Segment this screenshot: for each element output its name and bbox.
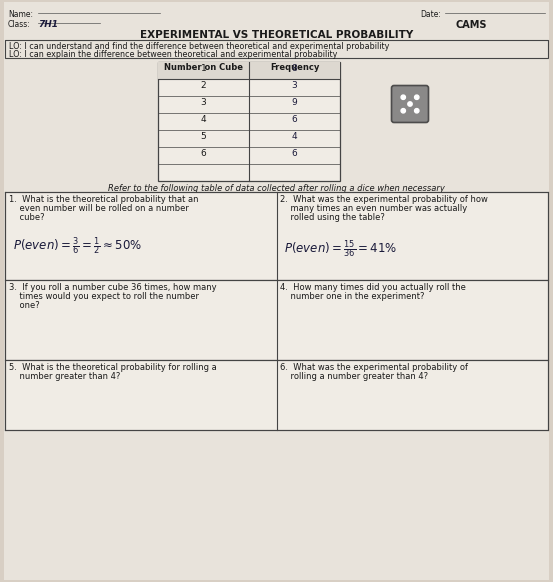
Text: cube?: cube?	[9, 213, 45, 222]
Text: 3: 3	[201, 98, 206, 107]
Text: 7H1: 7H1	[38, 20, 58, 29]
Text: CAMS: CAMS	[455, 20, 487, 30]
Text: Number on Cube: Number on Cube	[164, 63, 243, 72]
Text: many times an even number was actually: many times an even number was actually	[280, 204, 468, 213]
Text: 8: 8	[291, 64, 298, 73]
Text: 4.  How many times did you actually roll the: 4. How many times did you actually roll …	[280, 283, 466, 292]
Bar	[158, 62, 340, 79]
Text: even number will be rolled on a number: even number will be rolled on a number	[9, 204, 189, 213]
Text: $P(even) = \frac{15}{36} = 41\%$: $P(even) = \frac{15}{36} = 41\%$	[284, 238, 398, 260]
Text: number one in the experiment?: number one in the experiment?	[280, 292, 425, 301]
Text: Class:: Class:	[8, 20, 31, 29]
Text: 3: 3	[291, 81, 298, 90]
Circle shape	[401, 95, 405, 100]
Circle shape	[415, 109, 419, 113]
Text: Name:: Name:	[8, 10, 33, 19]
Text: 6: 6	[291, 115, 298, 124]
Text: 1: 1	[201, 64, 206, 73]
Bar	[5, 40, 548, 58]
Text: one?: one?	[9, 301, 40, 310]
FancyBboxPatch shape	[392, 86, 429, 122]
Text: Frequency: Frequency	[270, 63, 319, 72]
Circle shape	[408, 102, 412, 106]
Text: 9: 9	[291, 98, 298, 107]
Text: times would you expect to roll the number: times would you expect to roll the numbe…	[9, 292, 199, 301]
Text: LO: I can understand and find the difference between theoretical and experimenta: LO: I can understand and find the differ…	[9, 42, 389, 51]
Text: 1.  What is the theoretical probability that an: 1. What is the theoretical probability t…	[9, 195, 199, 204]
Text: 6: 6	[201, 149, 206, 158]
Text: 6.  What was the experimental probability of: 6. What was the experimental probability…	[280, 363, 468, 372]
Bar	[5, 192, 548, 280]
Text: $P(even) = \frac{3}{6} = \frac{1}{2} \approx 50\%$: $P(even) = \frac{3}{6} = \frac{1}{2} \ap…	[13, 235, 142, 257]
Bar	[5, 360, 548, 430]
Text: Refer to the following table of data collected after rolling a dice when necessa: Refer to the following table of data col…	[108, 184, 445, 193]
Text: rolled using the table?: rolled using the table?	[280, 213, 385, 222]
Text: number greater than 4?: number greater than 4?	[9, 372, 121, 381]
Text: 2: 2	[201, 81, 206, 90]
Circle shape	[415, 95, 419, 100]
Text: Date:: Date:	[420, 10, 441, 19]
Text: 4: 4	[201, 115, 206, 124]
Text: 3.  If you roll a number cube 36 times, how many: 3. If you roll a number cube 36 times, h…	[9, 283, 217, 292]
Text: 5: 5	[201, 132, 206, 141]
Text: EXPERIMENTAL VS THEORETICAL PROBABILITY: EXPERIMENTAL VS THEORETICAL PROBABILITY	[140, 30, 413, 40]
Text: 4: 4	[291, 132, 298, 141]
Text: LO: I can explain the difference between theoretical and experimental probabilit: LO: I can explain the difference between…	[9, 50, 337, 59]
Bar	[5, 280, 548, 360]
Text: 2.  What was the experimental probability of how: 2. What was the experimental probability…	[280, 195, 488, 204]
Text: 6: 6	[291, 149, 298, 158]
Bar	[158, 62, 340, 181]
Text: 5.  What is the theoretical probability for rolling a: 5. What is the theoretical probability f…	[9, 363, 217, 372]
Text: rolling a number greater than 4?: rolling a number greater than 4?	[280, 372, 429, 381]
Circle shape	[401, 109, 405, 113]
